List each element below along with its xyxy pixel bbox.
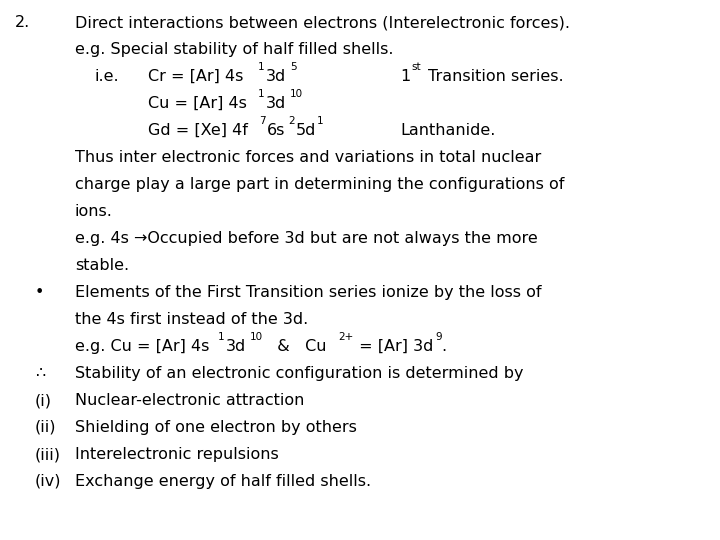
Text: Lanthanide.: Lanthanide. — [400, 123, 495, 138]
Text: .: . — [441, 339, 446, 354]
Text: st: st — [411, 62, 420, 72]
Text: i.e.: i.e. — [95, 69, 120, 84]
Text: 2: 2 — [288, 116, 294, 126]
Text: 1: 1 — [317, 116, 323, 126]
Text: ∴: ∴ — [35, 366, 45, 381]
Text: 5d: 5d — [296, 123, 316, 138]
Text: (i): (i) — [35, 393, 52, 408]
Text: 1: 1 — [218, 332, 225, 342]
Text: &   Cu: & Cu — [267, 339, 326, 354]
Text: e.g. 4s →Occupied before 3d but are not always the more: e.g. 4s →Occupied before 3d but are not … — [75, 231, 538, 246]
Text: Exchange energy of half filled shells.: Exchange energy of half filled shells. — [75, 474, 371, 489]
Text: Nuclear-electronic attraction: Nuclear-electronic attraction — [75, 393, 305, 408]
Text: Cr = [Ar] 4s: Cr = [Ar] 4s — [148, 69, 243, 84]
Text: stable.: stable. — [75, 258, 129, 273]
Text: 10: 10 — [250, 332, 263, 342]
Text: e.g. Special stability of half filled shells.: e.g. Special stability of half filled sh… — [75, 42, 394, 57]
Text: e.g. Cu = [Ar] 4s: e.g. Cu = [Ar] 4s — [75, 339, 210, 354]
Text: Shielding of one electron by others: Shielding of one electron by others — [75, 420, 357, 435]
Text: ions.: ions. — [75, 204, 113, 219]
Text: 6s: 6s — [267, 123, 285, 138]
Text: (iii): (iii) — [35, 447, 61, 462]
Text: 7: 7 — [259, 116, 266, 126]
Text: 10: 10 — [290, 89, 303, 99]
Text: •: • — [35, 285, 45, 300]
Text: (iv): (iv) — [35, 474, 61, 489]
Text: Transition series.: Transition series. — [428, 69, 564, 84]
Text: Thus inter electronic forces and variations in total nuclear: Thus inter electronic forces and variati… — [75, 150, 541, 165]
Text: Cu = [Ar] 4s: Cu = [Ar] 4s — [148, 96, 247, 111]
Text: charge play a large part in determining the configurations of: charge play a large part in determining … — [75, 177, 564, 192]
Text: 2+: 2+ — [338, 332, 354, 342]
Text: 2.: 2. — [15, 15, 30, 30]
Text: 9: 9 — [435, 332, 441, 342]
Text: 5: 5 — [290, 62, 297, 72]
Text: 1: 1 — [258, 62, 265, 72]
Text: 1: 1 — [400, 69, 410, 84]
Text: Gd = [Xe] 4f: Gd = [Xe] 4f — [148, 123, 248, 138]
Text: 3d: 3d — [226, 339, 246, 354]
Text: Stability of an electronic configuration is determined by: Stability of an electronic configuration… — [75, 366, 523, 381]
Text: (ii): (ii) — [35, 420, 56, 435]
Text: the 4s first instead of the 3d.: the 4s first instead of the 3d. — [75, 312, 308, 327]
Text: Elements of the First Transition series ionize by the loss of: Elements of the First Transition series … — [75, 285, 541, 300]
Text: Interelectronic repulsions: Interelectronic repulsions — [75, 447, 279, 462]
Text: 1: 1 — [258, 89, 265, 99]
Text: 3d: 3d — [266, 96, 287, 111]
Text: 3d: 3d — [266, 69, 287, 84]
Text: = [Ar] 3d: = [Ar] 3d — [354, 339, 433, 354]
Text: Direct interactions between electrons (Interelectronic forces).: Direct interactions between electrons (I… — [75, 15, 570, 30]
